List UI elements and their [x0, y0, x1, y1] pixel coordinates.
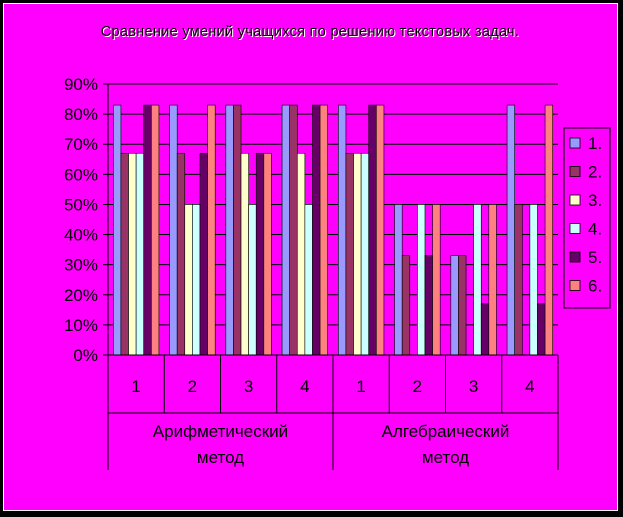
- bar: [417, 204, 426, 356]
- group-label: Алгебраический: [382, 422, 510, 441]
- bar: [248, 204, 257, 356]
- bar: [255, 152, 265, 356]
- bar: [225, 104, 234, 356]
- bar: [360, 152, 370, 356]
- bar: [184, 204, 193, 356]
- x-tick-label: 3: [244, 377, 253, 396]
- bar: [296, 152, 306, 356]
- y-tick-label: 60%: [64, 165, 98, 184]
- bar: [192, 204, 201, 356]
- legend-swatch: [569, 280, 581, 291]
- legend-swatch: [569, 194, 581, 206]
- bar: [450, 255, 459, 356]
- bar: [281, 104, 290, 356]
- y-tick-label: 30%: [64, 256, 98, 275]
- bar: [338, 104, 347, 356]
- bar: [432, 204, 441, 356]
- x-tick-label: 3: [469, 377, 478, 396]
- bar: [120, 152, 129, 356]
- bar: [233, 104, 242, 356]
- bar: [113, 104, 122, 356]
- legend-swatch: [569, 223, 581, 234]
- bar: [128, 152, 137, 356]
- legend-label: 4.: [588, 220, 602, 239]
- x-tick-label: 4: [300, 377, 309, 396]
- bar: [537, 303, 546, 356]
- bar: [458, 255, 467, 356]
- bar: [312, 104, 321, 356]
- bar: [394, 204, 403, 356]
- group-label: метод: [422, 448, 469, 467]
- x-tick-label: 1: [356, 377, 365, 396]
- bar: [368, 104, 377, 356]
- chart-title: Сравнение умений учащихся по решению тек…: [100, 24, 520, 40]
- bar: [544, 104, 553, 356]
- bar: [199, 152, 208, 356]
- bar: [151, 104, 160, 356]
- bar: [135, 152, 145, 356]
- y-tick-label: 40%: [64, 226, 98, 245]
- bar: [376, 104, 385, 356]
- bar: [176, 152, 186, 356]
- x-tick-label: 2: [188, 377, 197, 396]
- bar: [169, 104, 178, 356]
- bar: [289, 104, 298, 356]
- bar: [514, 204, 523, 356]
- group-label: метод: [197, 448, 244, 467]
- bar: [529, 204, 538, 356]
- y-tick-label: 50%: [64, 195, 98, 214]
- x-tick-label: 4: [525, 377, 534, 396]
- x-tick-label: 1: [131, 377, 140, 396]
- y-tick-label: 10%: [64, 316, 98, 335]
- bar: [353, 152, 362, 356]
- legend-label: 1.: [588, 134, 602, 153]
- legend: [563, 127, 611, 309]
- y-tick-label: 0%: [73, 346, 98, 365]
- bar: [304, 204, 313, 356]
- group-label: Арифметический: [153, 422, 288, 441]
- y-tick-label: 90%: [64, 75, 98, 94]
- bar: [240, 152, 249, 356]
- legend-swatch: [569, 166, 581, 177]
- y-tick-label: 20%: [64, 286, 98, 305]
- legend-label: 3.: [588, 191, 602, 210]
- y-tick-label: 80%: [64, 105, 98, 124]
- bar: [488, 204, 497, 356]
- bar: [345, 152, 354, 356]
- bar: [473, 204, 482, 356]
- legend-label: 2.: [588, 163, 602, 182]
- y-tick-label: 70%: [64, 135, 98, 154]
- legend-label: 5.: [588, 248, 602, 267]
- legend-label: 6.: [588, 277, 602, 296]
- x-tick-label: 2: [413, 377, 422, 396]
- bar: [207, 104, 216, 356]
- legend-swatch: [569, 251, 581, 263]
- bar: [319, 104, 328, 356]
- bar: [506, 104, 515, 356]
- bar: [480, 303, 490, 356]
- bar: [424, 255, 433, 356]
- bar: [143, 104, 152, 356]
- legend-swatch: [569, 137, 581, 149]
- bar: [401, 255, 411, 356]
- bar: [263, 152, 272, 356]
